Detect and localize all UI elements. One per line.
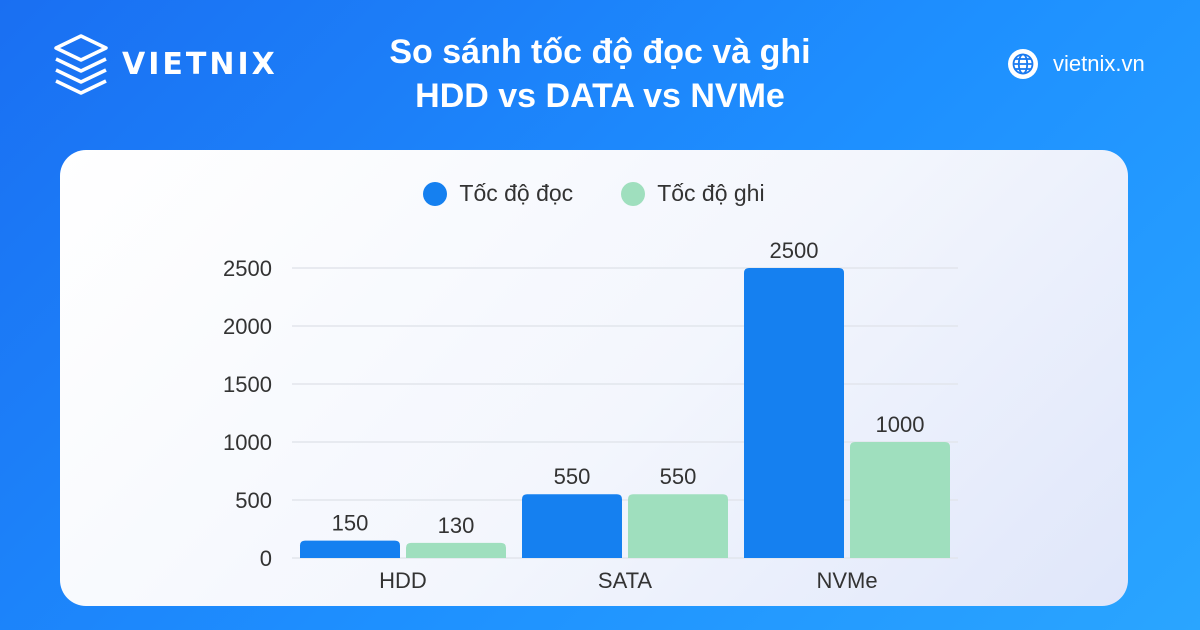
- bar-read: [744, 268, 844, 558]
- y-tick-label: 1500: [223, 372, 272, 397]
- bar-read: [300, 540, 400, 558]
- y-tick-label: 2500: [223, 256, 272, 281]
- title-line-1: So sánh tốc độ đọc và ghi: [389, 33, 811, 71]
- legend-label-write: Tốc độ ghi: [657, 180, 765, 206]
- data-label: 150: [332, 511, 369, 536]
- bar-chart: 0 500 1000 1500 2000 2500 150 130 HDD 550 550 SATA 2…: [223, 238, 958, 593]
- vietnix-logo: VIETNIX: [52, 32, 278, 96]
- chart-card: Tốc độ đọc Tốc độ ghi 0 500 1000 1500 2000 25…: [60, 150, 1128, 606]
- bar-write: [406, 542, 506, 558]
- y-tick-label: 1000: [223, 430, 272, 455]
- website-url: vietnix.vn: [1053, 51, 1145, 76]
- legend-swatch-read: [423, 181, 448, 206]
- y-tick-label: 500: [235, 488, 272, 513]
- y-tick-label: 0: [260, 546, 272, 571]
- server-stack-icon: [54, 34, 108, 95]
- legend-swatch-write: [621, 181, 646, 206]
- page-title: So sánh tốc độ đọc và ghi HDD vs DATA vs…: [300, 30, 900, 118]
- title-line-2: HDD vs DATA vs NVMe: [415, 77, 785, 115]
- x-tick-label: SATA: [598, 568, 653, 593]
- bar-write: [850, 442, 950, 558]
- y-tick-label: 2000: [223, 314, 272, 339]
- data-label: 1000: [876, 412, 925, 437]
- data-label: 550: [660, 464, 697, 489]
- legend-item-write: Tốc độ ghi: [621, 180, 765, 207]
- x-tick-label: NVMe: [816, 568, 877, 593]
- chart-legend: Tốc độ đọc Tốc độ ghi: [60, 180, 1128, 207]
- bar-write: [628, 494, 728, 558]
- legend-item-read: Tốc độ đọc: [423, 180, 573, 207]
- bar-read: [522, 494, 622, 558]
- x-tick-label: HDD: [379, 568, 427, 593]
- legend-label-read: Tốc độ đọc: [459, 180, 574, 206]
- brand-name: VIETNIX: [122, 46, 278, 82]
- data-label: 130: [438, 513, 475, 538]
- data-label: 2500: [770, 238, 819, 263]
- data-label: 550: [554, 464, 591, 489]
- website-link[interactable]: vietnix.vn: [1007, 48, 1145, 80]
- globe-icon: [1008, 49, 1038, 79]
